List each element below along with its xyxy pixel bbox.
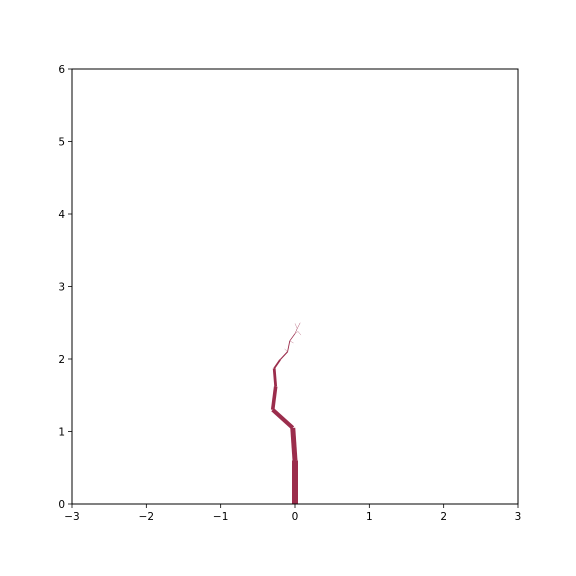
branch-segment-6 bbox=[279, 351, 289, 361]
branch-segment-10 bbox=[297, 322, 301, 329]
x-tick-label: −3 bbox=[64, 511, 79, 523]
ticks: −3 −2 −1 0 1 2 3 0 1 2 3 4 5 6 bbox=[58, 64, 521, 523]
branch-segment-13 bbox=[297, 331, 302, 336]
y-tick-label: 3 bbox=[58, 282, 65, 294]
branch-segment-2 bbox=[271, 408, 295, 430]
x-tick-label: 2 bbox=[440, 511, 447, 523]
branch-segment-7 bbox=[287, 340, 291, 352]
x-tick-label: 0 bbox=[292, 511, 299, 523]
branch-segment-3 bbox=[270, 386, 278, 410]
y-tick-label: 0 bbox=[58, 499, 65, 511]
x-tick-label: −2 bbox=[139, 511, 154, 523]
y-tick-label: 4 bbox=[58, 209, 65, 221]
y-tick-label: 1 bbox=[58, 427, 65, 439]
x-tick-label: 3 bbox=[515, 511, 522, 523]
y-tick-label: 5 bbox=[58, 137, 65, 149]
y-tick-label: 6 bbox=[58, 64, 65, 76]
branch-segment-15 bbox=[284, 348, 288, 352]
x-tick-label: 1 bbox=[366, 511, 373, 523]
branch-segment-4 bbox=[272, 368, 278, 387]
x-tick-label: −1 bbox=[213, 511, 228, 523]
branch-segment-11 bbox=[294, 323, 298, 329]
plot-area bbox=[270, 322, 302, 504]
y-tick-label: 2 bbox=[58, 354, 65, 366]
branch-segment-5 bbox=[273, 359, 281, 369]
branch-segment-9 bbox=[294, 328, 298, 334]
branch-segment-1 bbox=[290, 427, 298, 461]
branch-segment-8 bbox=[289, 333, 296, 342]
branch-segment-12 bbox=[294, 331, 299, 334]
branch-segment-14 bbox=[289, 340, 294, 344]
